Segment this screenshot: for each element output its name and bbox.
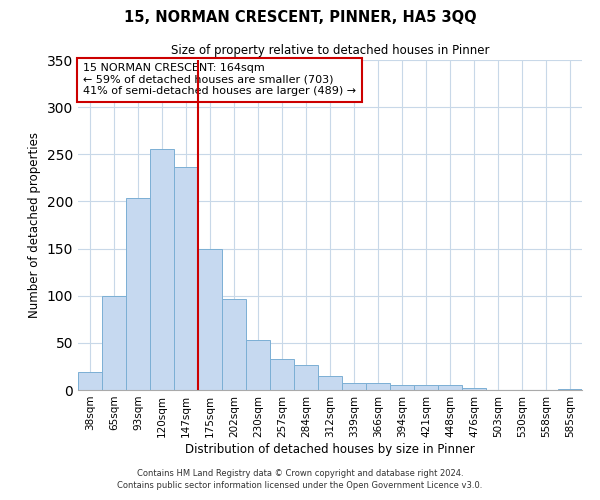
Bar <box>366 384 390 390</box>
Bar <box>462 388 486 390</box>
Bar <box>342 384 366 390</box>
Y-axis label: Number of detached properties: Number of detached properties <box>28 132 41 318</box>
Bar <box>270 359 294 390</box>
X-axis label: Distribution of detached houses by size in Pinner: Distribution of detached houses by size … <box>185 442 475 456</box>
Bar <box>390 386 414 390</box>
Title: Size of property relative to detached houses in Pinner: Size of property relative to detached ho… <box>171 44 489 58</box>
Bar <box>222 300 246 390</box>
Text: 15, NORMAN CRESCENT, PINNER, HA5 3QQ: 15, NORMAN CRESCENT, PINNER, HA5 3QQ <box>124 10 476 25</box>
Bar <box>174 168 198 390</box>
Text: 15 NORMAN CRESCENT: 164sqm
← 59% of detached houses are smaller (703)
41% of sem: 15 NORMAN CRESCENT: 164sqm ← 59% of deta… <box>83 64 356 96</box>
Bar <box>558 389 582 390</box>
Bar <box>126 198 150 390</box>
Bar <box>318 376 342 390</box>
Bar <box>414 386 438 390</box>
Bar <box>102 296 126 390</box>
Bar <box>294 366 318 390</box>
Bar <box>198 248 222 390</box>
Bar <box>246 340 270 390</box>
Bar <box>150 148 174 390</box>
Bar <box>438 386 462 390</box>
Text: Contains HM Land Registry data © Crown copyright and database right 2024.
Contai: Contains HM Land Registry data © Crown c… <box>118 468 482 490</box>
Bar <box>78 372 102 390</box>
